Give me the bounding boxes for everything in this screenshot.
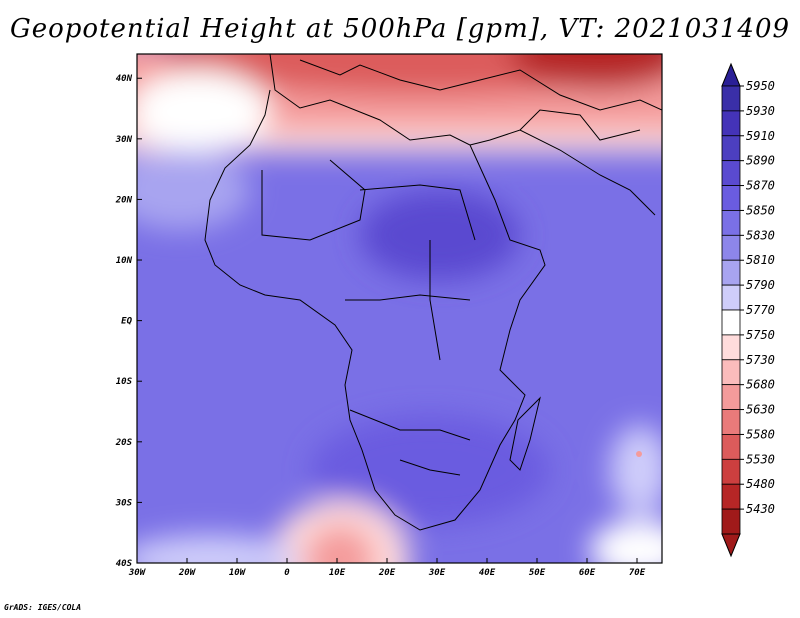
colorbar-swatch (721, 334, 741, 361)
colorbar-label: 5870 (746, 179, 775, 193)
lon-tick-label: 40E (479, 568, 496, 578)
lon-tick-label: 60E (579, 568, 596, 578)
colorbar-swatch (721, 434, 741, 460)
colorbar-swatch (721, 483, 741, 510)
lat-tick-label: 20S (115, 438, 133, 448)
lon-tick-label: 10W (229, 568, 247, 578)
colorbar-swatch (721, 259, 741, 286)
colorbar-swatch (721, 458, 741, 485)
coastlines (204, 54, 662, 531)
colorbar-swatch (721, 210, 741, 236)
colorbar-label: 5680 (746, 378, 775, 392)
lat-tick-label: 30N (115, 135, 133, 145)
map-frame (136, 53, 663, 564)
colorbar-swatch (721, 110, 741, 137)
lat-tick-label: 10S (116, 377, 133, 387)
lon-tick-label: 30E (428, 568, 446, 578)
colorbar-label: 5750 (746, 328, 775, 342)
colorbar-label: 5480 (746, 477, 775, 491)
lon-tick-label: 20W (178, 568, 197, 578)
colorbar-label: 5770 (746, 303, 775, 317)
colorbar: 5950 5930 5910 5890 5870 5850 5830 5810 5790 5770… (721, 62, 775, 558)
colorbar-label: 5890 (746, 154, 775, 168)
colorbar-swatch (721, 409, 741, 435)
colorbar-swatch (721, 234, 741, 261)
colorbar-swatch (721, 309, 741, 336)
lon-tick-label: 70E (629, 568, 646, 578)
lat-tick-label: 40S (116, 559, 133, 569)
lon-tick-label: 20E (378, 568, 396, 578)
grads-credit: GrADS: IGES/COLA (4, 603, 82, 612)
chart-title: Geopotential Height at 500hPa [gpm], VT:… (9, 14, 791, 44)
colorbar-label: 5810 (746, 253, 775, 267)
lon-tick-label: 50E (529, 568, 546, 578)
latitude-axis: 40N 30N 20N 10N EQ 10S 20S 30S 40S (115, 74, 142, 569)
colorbar-swatch (721, 160, 741, 186)
colorbar-bottom-arrow (721, 533, 741, 558)
lon-tick-label: 30W (128, 568, 147, 578)
colorbar-label: 5790 (746, 278, 775, 292)
colorbar-top-arrow (721, 62, 741, 87)
lat-tick-label: EQ (121, 317, 132, 327)
colorbar-label: 5580 (746, 427, 775, 441)
lat-tick-label: 10N (116, 256, 133, 266)
colorbar-label: 5910 (746, 129, 775, 143)
colorbar-label: 5530 (746, 452, 775, 466)
lat-tick-label: 20N (115, 195, 133, 205)
lon-tick-label: 0 (284, 568, 290, 578)
colorbar-swatch (721, 135, 741, 162)
colorbar-swatch (721, 359, 741, 386)
height-field (137, 54, 662, 563)
colorbar-label: 5430 (746, 502, 775, 516)
colorbar-swatch (721, 508, 741, 535)
colorbar-swatch (721, 185, 741, 211)
colorbar-label: 5630 (746, 403, 775, 417)
lat-tick-label: 30S (115, 498, 133, 508)
colorbar-swatch (721, 85, 741, 112)
colorbar-label: 5850 (746, 203, 775, 217)
colorbar-label: 5830 (746, 228, 775, 242)
colorbar-label: 5950 (746, 79, 775, 93)
lon-tick-label: 10E (329, 568, 346, 578)
colorbar-label: 5730 (746, 353, 775, 367)
colorbar-swatch (721, 284, 741, 311)
colorbar-swatch (721, 384, 741, 410)
longitude-axis: 30W 20W 10W 0 10E 20E 30E 40E 50E 60E 70E (128, 558, 646, 578)
colorbar-label: 5930 (746, 104, 775, 118)
lat-tick-label: 40N (116, 74, 133, 84)
